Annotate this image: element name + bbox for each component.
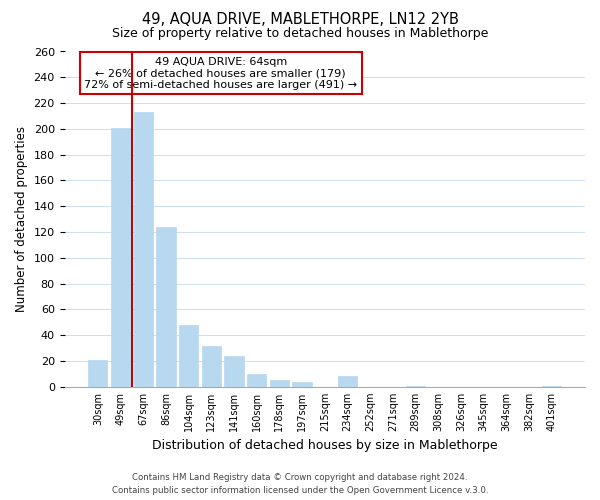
Bar <box>111 128 130 387</box>
Bar <box>88 360 107 387</box>
Bar <box>338 376 357 387</box>
Bar <box>224 356 244 387</box>
Text: 49 AQUA DRIVE: 64sqm
← 26% of detached houses are smaller (179)
72% of semi-deta: 49 AQUA DRIVE: 64sqm ← 26% of detached h… <box>84 56 357 90</box>
Bar <box>406 386 425 387</box>
Bar <box>179 325 198 387</box>
Bar <box>247 374 266 387</box>
Bar <box>134 112 153 387</box>
Bar <box>292 382 312 387</box>
Bar <box>156 227 176 387</box>
Text: Contains HM Land Registry data © Crown copyright and database right 2024.
Contai: Contains HM Land Registry data © Crown c… <box>112 473 488 495</box>
Bar <box>542 386 562 387</box>
Text: Size of property relative to detached houses in Mablethorpe: Size of property relative to detached ho… <box>112 28 488 40</box>
X-axis label: Distribution of detached houses by size in Mablethorpe: Distribution of detached houses by size … <box>152 440 497 452</box>
Bar <box>270 380 289 387</box>
Y-axis label: Number of detached properties: Number of detached properties <box>15 126 28 312</box>
Bar <box>202 346 221 387</box>
Text: 49, AQUA DRIVE, MABLETHORPE, LN12 2YB: 49, AQUA DRIVE, MABLETHORPE, LN12 2YB <box>142 12 458 28</box>
